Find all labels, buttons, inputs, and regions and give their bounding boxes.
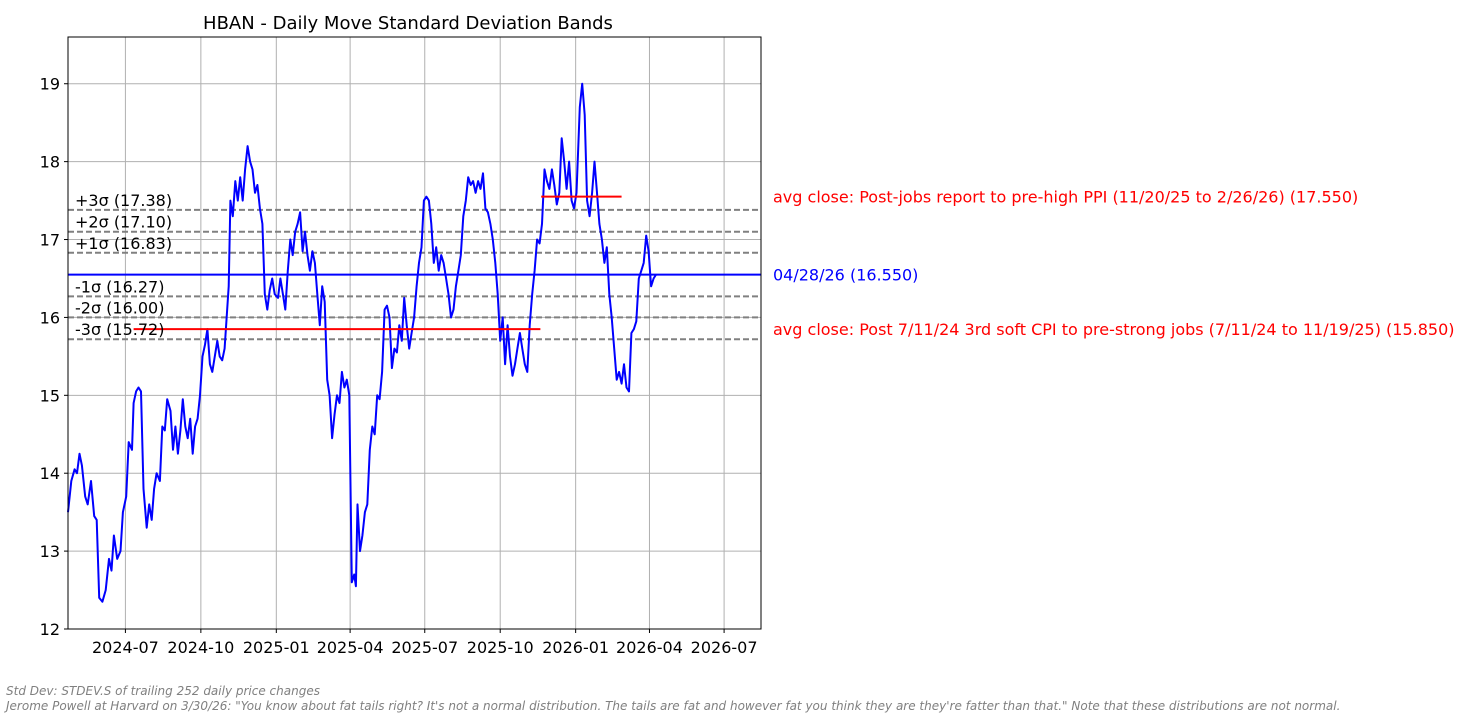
y-tick-label: 14 [40,464,60,483]
y-tick-label: 18 [40,153,60,172]
plot-frame [67,36,762,630]
sigma-band-label: +3σ (17.38) [75,191,172,210]
y-tick-label: 17 [40,231,60,250]
sigma-band-label: -3σ (15.72) [75,320,164,339]
x-tick-label: 2026-04 [616,638,683,657]
footnote-stddev: Std Dev: STDEV.S of trailing 252 daily p… [6,684,320,698]
x-tick-label: 2026-07 [691,638,758,657]
x-tick-label: 2024-10 [167,638,234,657]
x-tick-label: 2025-01 [243,638,310,657]
y-tick-label: 16 [40,308,60,327]
y-tick-label: 13 [40,542,60,561]
x-tick-label: 2025-10 [467,638,534,657]
x-tick-label: 2024-07 [92,638,159,657]
x-tick-label: 2025-04 [317,638,384,657]
axis-ticks: 2024-07 2024-10 2025-01 2025-04 2025-07 2025-… [40,75,758,657]
grid [68,37,761,630]
price-line [67,82,657,603]
x-tick-label: 2025-07 [391,638,458,657]
sigma-band-label: +2σ (17.10) [75,213,172,232]
sigma-band-label: -1σ (16.27) [75,277,164,296]
average-segment-label: avg close: Post 7/11/24 3rd soft CPI to … [773,320,1455,339]
sigma-band-label: -2σ (16.00) [75,298,164,317]
annotations: +3σ (17.38) +2σ (17.10) +1σ (16.83) -1σ (16… [75,188,1455,340]
y-tick-label: 15 [40,386,60,405]
current-close-label: 04/28/26 (16.550) [773,266,918,285]
sigma-band-label: +1σ (16.83) [75,234,172,253]
price-series [67,82,761,603]
chart-title: HBAN - Daily Move Standard Deviation Ban… [203,13,613,34]
y-tick-label: 12 [40,620,60,639]
average-segments [133,195,622,331]
y-tick-label: 19 [40,75,60,94]
average-segment-label: avg close: Post-jobs report to pre-high … [773,188,1358,207]
x-tick-label: 2026-01 [542,638,609,657]
footnote-powell-quote: Jerome Powell at Harvard on 3/30/26: "Yo… [6,699,1341,713]
